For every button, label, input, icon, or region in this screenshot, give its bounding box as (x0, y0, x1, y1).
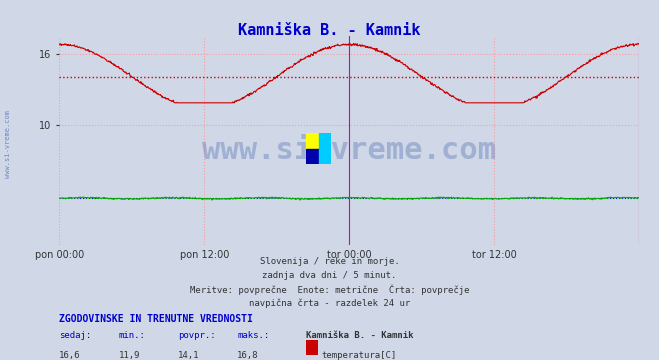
Text: povpr.:: povpr.: (178, 331, 215, 340)
Text: navpična črta - razdelek 24 ur: navpična črta - razdelek 24 ur (249, 298, 410, 308)
Text: min.:: min.: (119, 331, 146, 340)
Text: Kamniška B. - Kamnik: Kamniška B. - Kamnik (239, 23, 420, 39)
Text: Kamniška B. - Kamnik: Kamniška B. - Kamnik (306, 331, 414, 340)
Bar (319, 133, 331, 148)
Bar (319, 148, 331, 164)
Bar (306, 148, 319, 164)
Text: temperatura[C]: temperatura[C] (322, 351, 397, 360)
Text: www.si-vreme.com: www.si-vreme.com (5, 110, 11, 178)
Text: zadnja dva dni / 5 minut.: zadnja dva dni / 5 minut. (262, 271, 397, 280)
Text: Slovenija / reke in morje.: Slovenija / reke in morje. (260, 257, 399, 266)
Text: Meritve: povprečne  Enote: metrične  Črta: povprečje: Meritve: povprečne Enote: metrične Črta:… (190, 285, 469, 295)
Text: sedaj:: sedaj: (59, 331, 92, 340)
Text: www.si-vreme.com: www.si-vreme.com (202, 136, 496, 165)
Text: maks.:: maks.: (237, 331, 270, 340)
Text: 16,6: 16,6 (59, 351, 81, 360)
Text: 16,8: 16,8 (237, 351, 259, 360)
Text: ZGODOVINSKE IN TRENUTNE VREDNOSTI: ZGODOVINSKE IN TRENUTNE VREDNOSTI (59, 314, 253, 324)
Text: 11,9: 11,9 (119, 351, 140, 360)
Text: 14,1: 14,1 (178, 351, 200, 360)
Bar (306, 133, 319, 148)
